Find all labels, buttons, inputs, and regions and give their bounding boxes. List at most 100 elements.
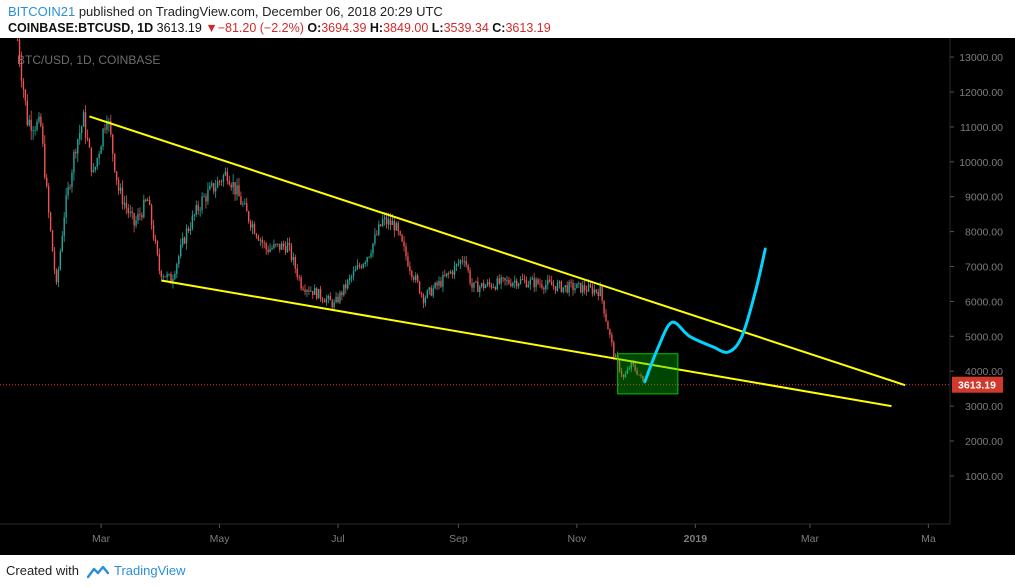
candle-body — [259, 239, 262, 241]
candle-body — [306, 290, 308, 292]
candle-body — [265, 243, 267, 250]
candle-body — [234, 182, 236, 195]
candle-body — [517, 283, 520, 287]
candle-body — [582, 285, 584, 293]
candle-body — [461, 260, 464, 262]
candle-body — [611, 334, 613, 343]
candle-body — [222, 175, 225, 182]
candle-body — [82, 112, 85, 127]
candle-body — [362, 263, 364, 268]
candle-body — [399, 231, 401, 235]
candle-body — [201, 196, 203, 210]
candle-body — [358, 265, 361, 267]
close-value: 3613.19 — [505, 21, 551, 35]
candle-body — [372, 243, 374, 254]
candle-body — [560, 281, 563, 292]
candle-body — [498, 278, 500, 284]
candle-body — [199, 209, 201, 211]
candle-body — [185, 228, 188, 244]
candle-body — [104, 128, 106, 130]
brand-link[interactable]: TradingView — [114, 563, 186, 578]
candle-body — [385, 217, 388, 225]
candle-body — [67, 186, 69, 196]
candle-body — [535, 279, 537, 288]
candle-body — [96, 158, 98, 167]
candle-body — [339, 292, 341, 303]
x-tick-label: May — [210, 533, 231, 545]
y-tick-label: 9000.00 — [965, 192, 1003, 204]
price-chart[interactable]: 1000.00 2000.00 3000.00 4000.00 5000.00 6000.… — [0, 17, 1015, 555]
candle-body — [591, 286, 594, 294]
candle-body — [430, 287, 432, 296]
candle-body — [79, 132, 81, 140]
candle-body — [281, 243, 283, 250]
x-tick-label: Jul — [331, 533, 344, 545]
author-link[interactable]: BITCOIN21 — [8, 4, 76, 19]
candle-body — [228, 180, 230, 185]
candle-body — [325, 298, 328, 303]
candle-body — [484, 285, 487, 289]
candle-body — [642, 375, 644, 381]
candle-body — [253, 224, 256, 234]
projection-curve — [643, 247, 767, 384]
candle-body — [77, 139, 79, 154]
candle-body — [24, 89, 27, 101]
candle-body — [618, 360, 621, 371]
publish-info: BITCOIN21 published on TradingView.com, … — [8, 4, 443, 19]
candle-body — [275, 244, 277, 245]
candle-body — [141, 214, 143, 218]
candle-body — [481, 283, 483, 287]
candle-body — [284, 246, 287, 253]
candle-body — [174, 273, 176, 279]
candle-body — [393, 221, 396, 231]
tradingview-logo-icon — [86, 565, 109, 579]
candle-body — [246, 203, 248, 212]
y-tick-label: 1000.00 — [965, 471, 1003, 483]
candle-body — [26, 100, 29, 126]
candle-body — [154, 238, 157, 242]
candle-body — [638, 374, 640, 376]
candle-body — [628, 368, 631, 370]
candle-body — [230, 184, 232, 188]
candle-body — [374, 234, 376, 244]
candle-body — [53, 251, 56, 271]
y-tick-label: 12000.00 — [959, 87, 1003, 99]
candle-body — [148, 199, 151, 205]
candle-body — [310, 290, 312, 292]
lower-trendline — [161, 279, 892, 408]
candle-body — [442, 275, 444, 287]
candle-body — [416, 275, 419, 282]
candle-body — [418, 281, 421, 294]
candle-body — [337, 296, 339, 303]
candle-body — [585, 290, 588, 292]
candle-body — [465, 261, 467, 266]
candle-body — [172, 278, 174, 284]
candle-body — [350, 276, 353, 278]
candle-body — [34, 129, 36, 131]
candle-body — [473, 282, 475, 288]
candle-body — [572, 282, 574, 291]
candle-body — [550, 281, 553, 286]
candle-body — [102, 128, 104, 147]
candle-body — [71, 172, 73, 188]
x-tick-label: Nov — [568, 533, 587, 545]
candle-body — [224, 171, 227, 176]
created-with: Created with TradingView — [6, 563, 186, 579]
candle-body — [508, 279, 510, 284]
candle-body — [197, 205, 199, 211]
candle-body — [636, 370, 638, 375]
chart-header: BITCOIN21 published on TradingView.com, … — [0, 0, 1015, 38]
candle-body — [640, 374, 642, 376]
candle-body — [486, 282, 489, 286]
candle-body — [401, 234, 403, 242]
candle-body — [543, 287, 545, 290]
candle-body — [589, 284, 592, 287]
candle-body — [327, 295, 330, 299]
chart-area[interactable]: 1000.00 2000.00 3000.00 4000.00 5000.00 6000.… — [0, 17, 1015, 555]
candle-body — [226, 171, 229, 181]
upper-trendline — [89, 115, 906, 387]
candle-body — [214, 187, 217, 192]
candle-body — [564, 285, 566, 288]
candle-body — [115, 171, 118, 181]
candle-body — [496, 278, 498, 290]
